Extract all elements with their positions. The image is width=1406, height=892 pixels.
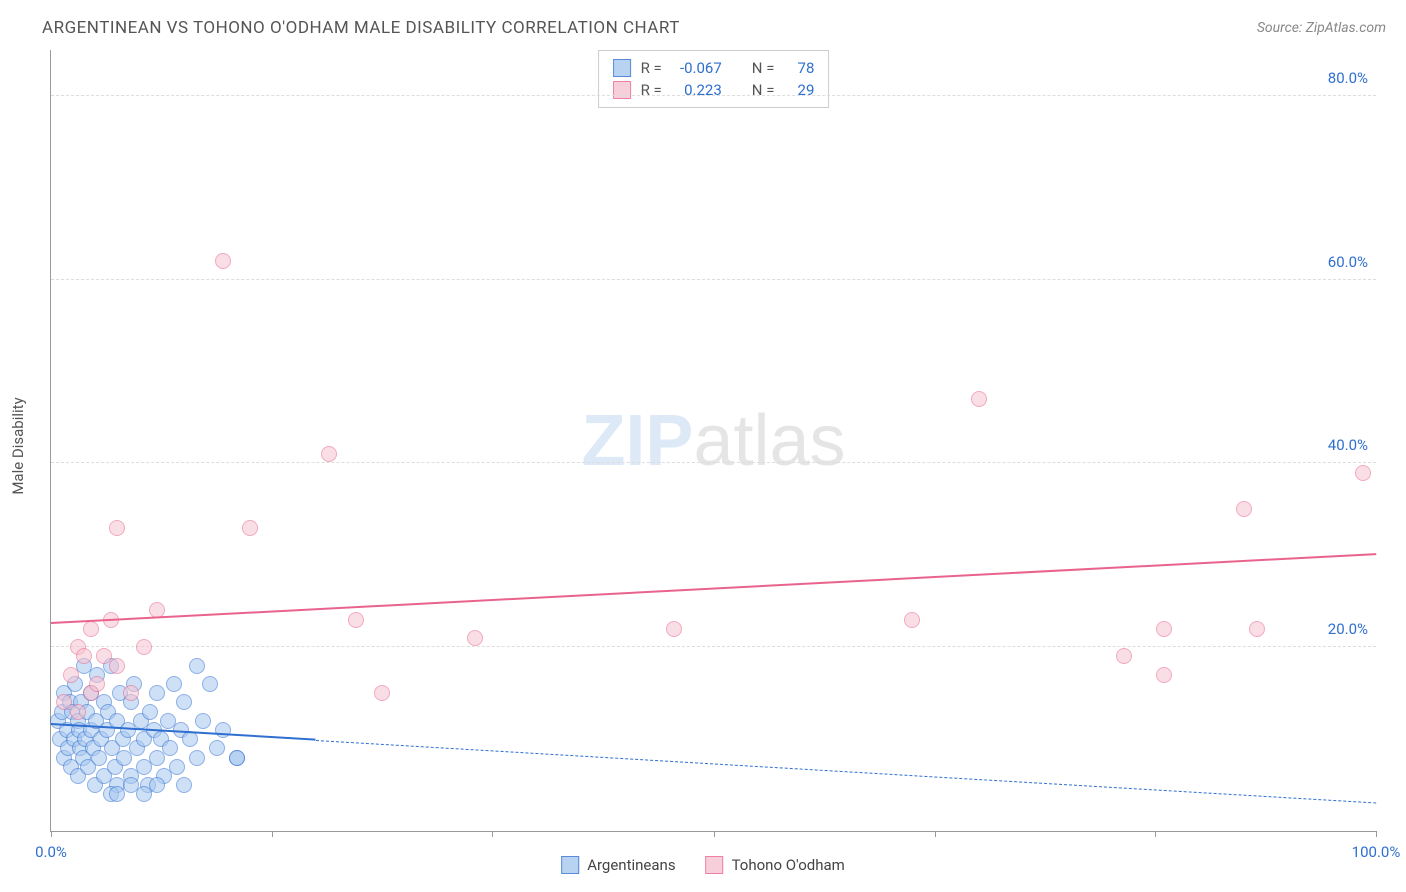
x-tick <box>272 831 273 837</box>
legend-swatch <box>613 59 631 77</box>
data-point <box>136 639 152 655</box>
data-point <box>321 446 337 462</box>
data-point <box>109 658 125 674</box>
data-point <box>209 740 225 756</box>
legend-row: R = -0.067 N = 78 <box>613 57 815 79</box>
r-label: R = <box>641 59 662 77</box>
data-point <box>467 630 483 646</box>
n-label: N = <box>752 81 775 99</box>
legend-item: Tohono O'odham <box>706 856 845 874</box>
x-tick-label: 100.0% <box>1352 843 1401 861</box>
data-point <box>971 391 987 407</box>
r-value: -0.067 <box>672 59 722 77</box>
y-tick-label: 80.0% <box>1328 69 1368 87</box>
y-tick-label: 20.0% <box>1328 620 1368 638</box>
x-tick <box>935 831 936 837</box>
data-point <box>195 713 211 729</box>
data-point <box>1156 621 1172 637</box>
legend-swatch <box>613 81 631 99</box>
r-value: 0.223 <box>672 81 722 99</box>
data-point <box>166 676 182 692</box>
data-point <box>904 612 920 628</box>
data-point <box>63 667 79 683</box>
data-point <box>229 750 245 766</box>
data-point <box>149 685 165 701</box>
x-tick <box>714 831 715 837</box>
trend-line <box>316 740 1376 803</box>
trend-line <box>51 553 1376 624</box>
data-point <box>189 750 205 766</box>
x-tick <box>1155 831 1156 837</box>
data-point <box>70 704 86 720</box>
legend-row: R = 0.223 N = 29 <box>613 79 815 101</box>
data-point <box>374 685 390 701</box>
data-point <box>176 694 192 710</box>
x-tick-label: 0.0% <box>35 843 67 861</box>
y-axis-label: Male Disability <box>9 397 27 494</box>
gridline <box>51 646 1376 647</box>
n-label: N = <box>752 59 775 77</box>
data-point <box>1156 667 1172 683</box>
legend-swatch <box>561 856 579 874</box>
data-point <box>1249 621 1265 637</box>
gridline <box>51 462 1376 463</box>
scatter-plot-area: ZIPatlas R = -0.067 N = 78 R = 0.223 N = 29 20.… <box>50 50 1376 832</box>
x-tick <box>1376 831 1377 837</box>
data-point <box>1355 465 1371 481</box>
data-point <box>176 777 192 793</box>
legend-label: Argentineans <box>587 856 675 874</box>
legend-item: Argentineans <box>561 856 675 874</box>
data-point <box>76 648 92 664</box>
x-tick <box>492 831 493 837</box>
data-point <box>142 704 158 720</box>
y-tick-label: 40.0% <box>1328 436 1368 454</box>
data-point <box>149 777 165 793</box>
legend-swatch <box>706 856 724 874</box>
x-tick <box>51 831 52 837</box>
data-point <box>169 759 185 775</box>
data-point <box>109 520 125 536</box>
chart-title: ARGENTINEAN VS TOHONO O'ODHAM MALE DISAB… <box>42 18 680 38</box>
watermark: ZIPatlas <box>581 400 845 482</box>
n-value: 78 <box>784 59 814 77</box>
legend-label: Tohono O'odham <box>732 856 845 874</box>
correlation-legend: R = -0.067 N = 78 R = 0.223 N = 29 <box>598 50 830 108</box>
data-point <box>123 685 139 701</box>
data-point <box>202 676 218 692</box>
gridline <box>51 95 1376 96</box>
data-point <box>215 253 231 269</box>
data-point <box>242 520 258 536</box>
data-point <box>1236 501 1252 517</box>
y-tick-label: 60.0% <box>1328 253 1368 271</box>
n-value: 29 <box>784 81 814 99</box>
series-legend: Argentineans Tohono O'odham <box>561 856 845 874</box>
data-point <box>348 612 364 628</box>
data-point <box>83 621 99 637</box>
gridline <box>51 279 1376 280</box>
data-point <box>666 621 682 637</box>
data-point <box>89 676 105 692</box>
data-point <box>1116 648 1132 664</box>
source-attribution: Source: ZipAtlas.com <box>1257 20 1386 36</box>
data-point <box>162 740 178 756</box>
data-point <box>189 658 205 674</box>
r-label: R = <box>641 81 662 99</box>
